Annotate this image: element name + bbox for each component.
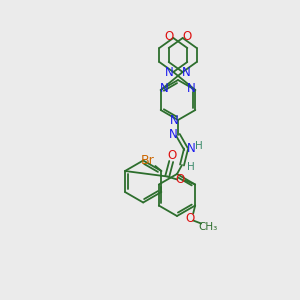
Text: H: H xyxy=(195,141,203,151)
Text: N: N xyxy=(187,82,196,95)
Text: O: O xyxy=(182,31,191,44)
Text: Br: Br xyxy=(140,154,154,166)
Text: N: N xyxy=(182,67,191,80)
Text: CH₃: CH₃ xyxy=(199,223,218,232)
Text: O: O xyxy=(168,149,177,162)
Text: O: O xyxy=(165,31,174,44)
Text: O: O xyxy=(186,212,195,225)
Text: N: N xyxy=(160,82,169,95)
Text: N: N xyxy=(187,142,195,154)
Text: N: N xyxy=(169,115,178,128)
Text: N: N xyxy=(165,67,174,80)
Text: N: N xyxy=(169,128,177,142)
Text: O: O xyxy=(176,173,185,186)
Text: H: H xyxy=(187,162,195,172)
